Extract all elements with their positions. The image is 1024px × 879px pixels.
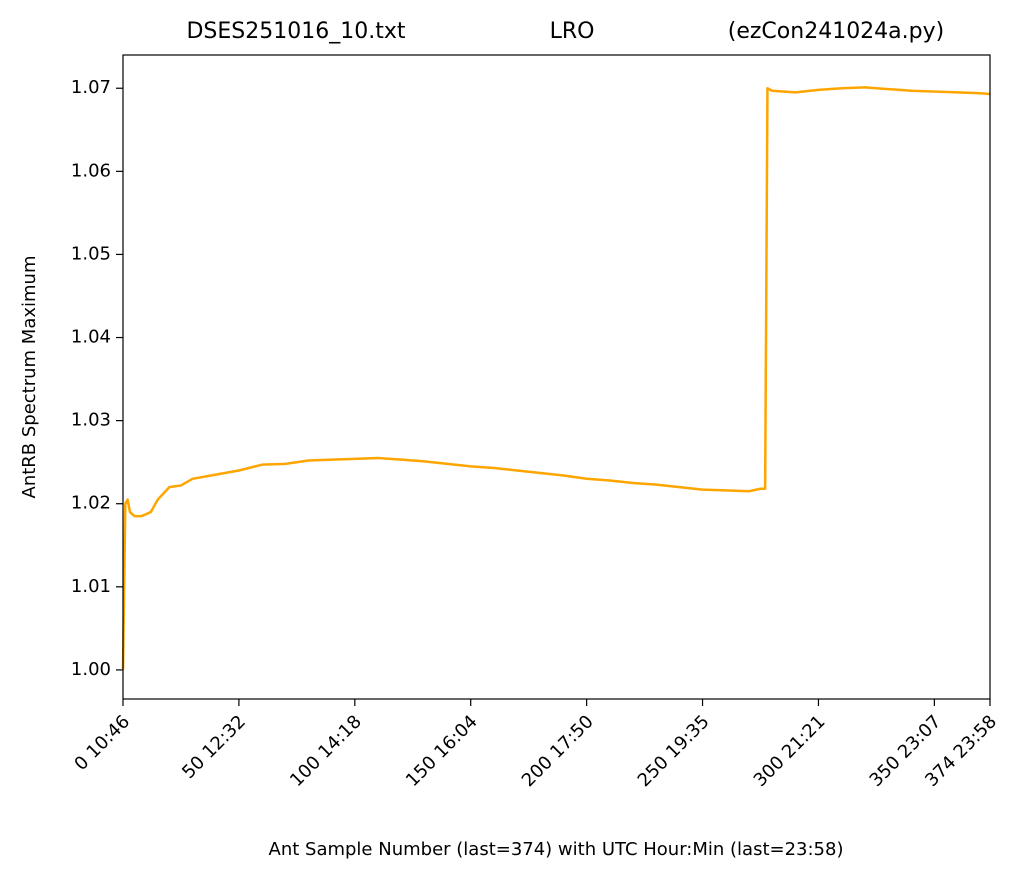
y-tick-label: 1.00 <box>71 659 111 680</box>
chart-title: DSES251016_10.txt <box>186 19 405 44</box>
x-tick-label: 50 12:32 <box>178 711 250 783</box>
y-tick-label: 1.07 <box>71 77 111 98</box>
x-tick-label: 100 14:18 <box>286 711 366 791</box>
y-tick-label: 1.04 <box>71 327 111 348</box>
x-axis-label: Ant Sample Number (last=374) with UTC Ho… <box>269 839 844 860</box>
y-tick-label: 1.03 <box>71 410 111 431</box>
x-tick-label: 300 21:21 <box>750 711 830 791</box>
x-tick-label: 0 10:46 <box>70 711 134 775</box>
y-tick-label: 1.02 <box>71 493 111 514</box>
y-tick-label: 1.06 <box>71 160 111 181</box>
plot-frame <box>122 54 991 700</box>
x-tick-label: 150 16:04 <box>402 711 482 791</box>
chart-title: LRO <box>550 19 595 44</box>
data-line <box>121 86 991 670</box>
x-tick-label: 250 19:35 <box>634 711 714 791</box>
y-tick-label: 1.05 <box>71 243 111 264</box>
x-tick-label: 200 17:50 <box>518 711 598 791</box>
chart-title: (ezCon241024a.py) <box>728 19 944 44</box>
y-axis-label: AntRB Spectrum Maximum <box>19 256 40 499</box>
y-tick-label: 1.01 <box>71 576 111 597</box>
